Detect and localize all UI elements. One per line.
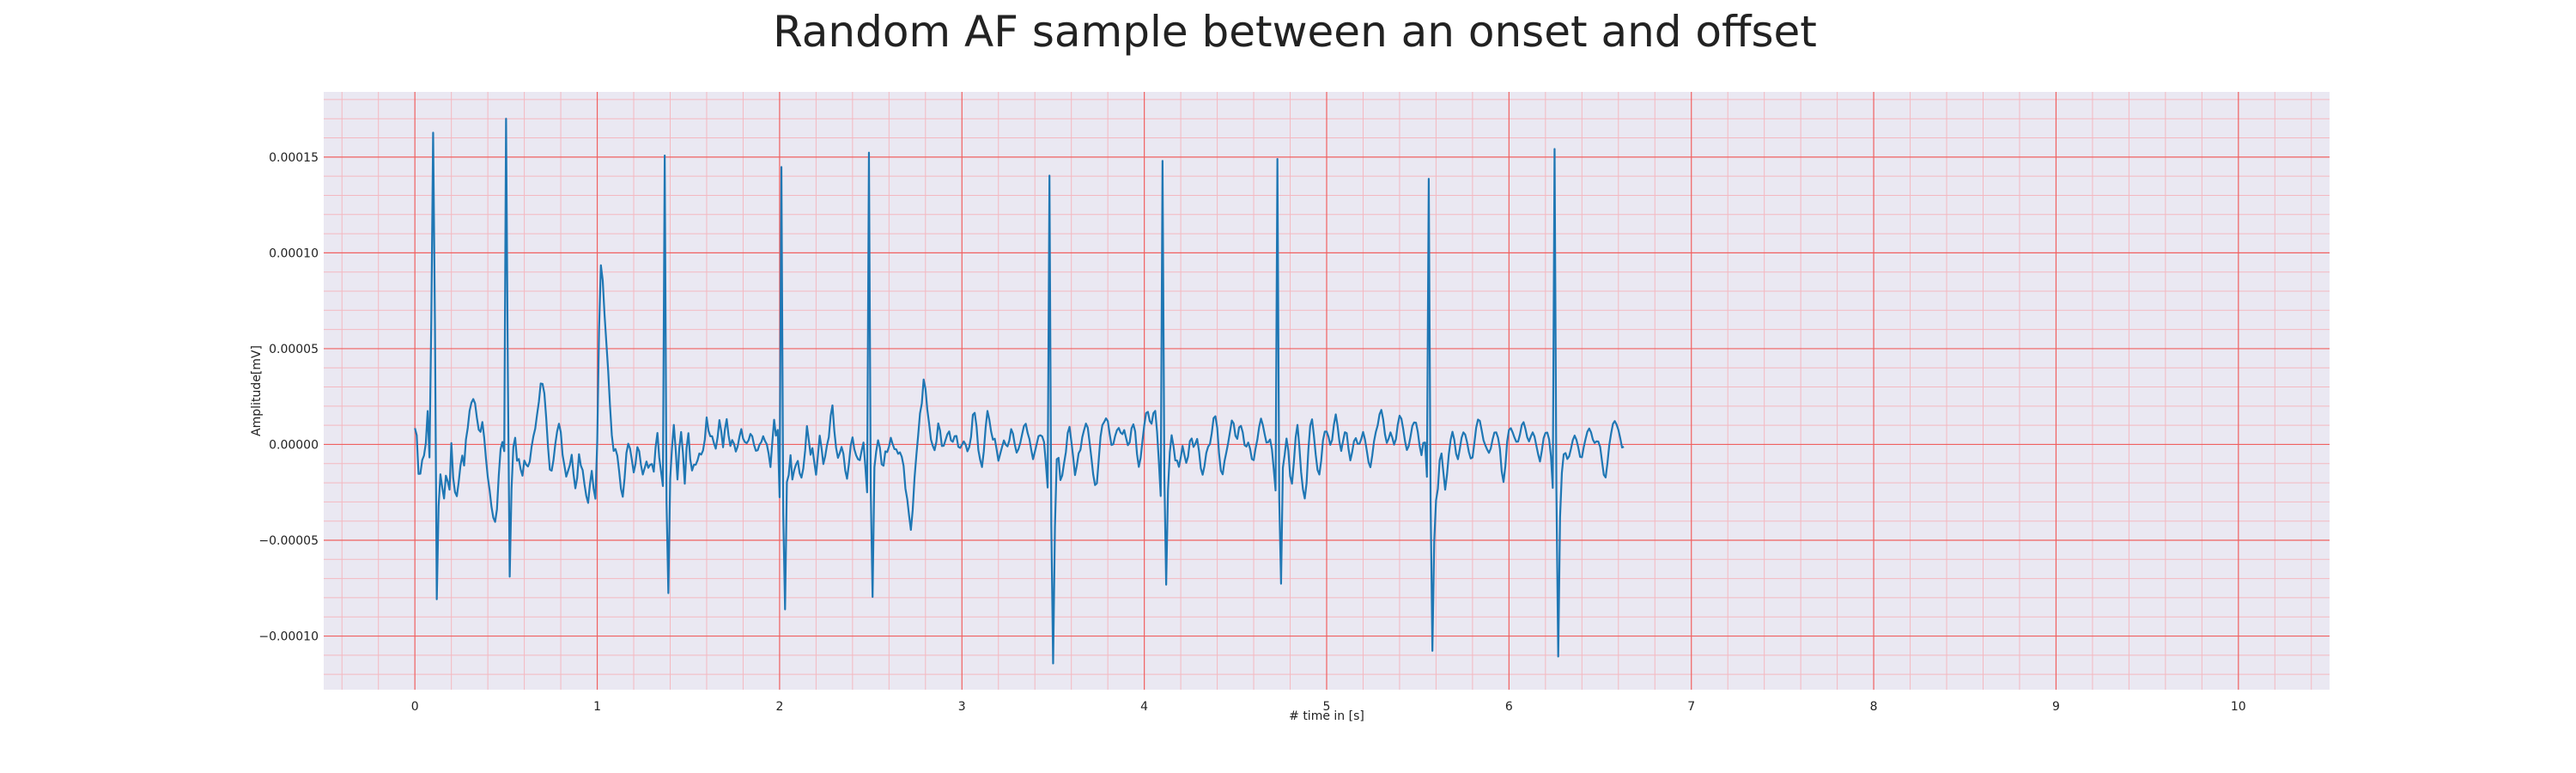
x-tick-label: 6 [1505, 700, 1513, 714]
series-layer [414, 118, 1625, 665]
x-axis-ticks: 0 1 2 3 4 5 6 7 8 9 10 [411, 700, 2246, 714]
x-tick-label: 8 [1870, 700, 1878, 714]
y-axis-ticks: −0.00010 −0.00005 0.00000 0.00005 0.00010 0.0… [258, 151, 319, 644]
y-axis-label: Amplitude[mV] [250, 345, 264, 436]
x-tick-label: 2 [775, 700, 783, 714]
x-tick-label: 7 [1687, 700, 1695, 714]
y-tick-label: 0.00005 [269, 343, 319, 356]
y-tick-label: 0.00010 [269, 247, 319, 260]
y-tick-label: 0.00015 [269, 151, 319, 165]
x-tick-label: 0 [411, 700, 419, 714]
y-tick-label: −0.00005 [258, 534, 319, 548]
x-tick-label: 9 [2052, 700, 2060, 714]
x-axis-label: # time in [s] [1289, 709, 1364, 723]
y-tick-label: 0.00000 [269, 438, 319, 452]
x-tick-label: 10 [2231, 700, 2246, 714]
series-line [414, 118, 1625, 665]
x-tick-label: 4 [1140, 700, 1148, 714]
x-tick-label: 1 [593, 700, 601, 714]
y-tick-label: −0.00010 [258, 630, 319, 644]
x-tick-label: 3 [958, 700, 966, 714]
chart-title: Random AF sample between an onset and of… [773, 7, 1817, 57]
x-tick-label: 5 [1323, 700, 1331, 714]
